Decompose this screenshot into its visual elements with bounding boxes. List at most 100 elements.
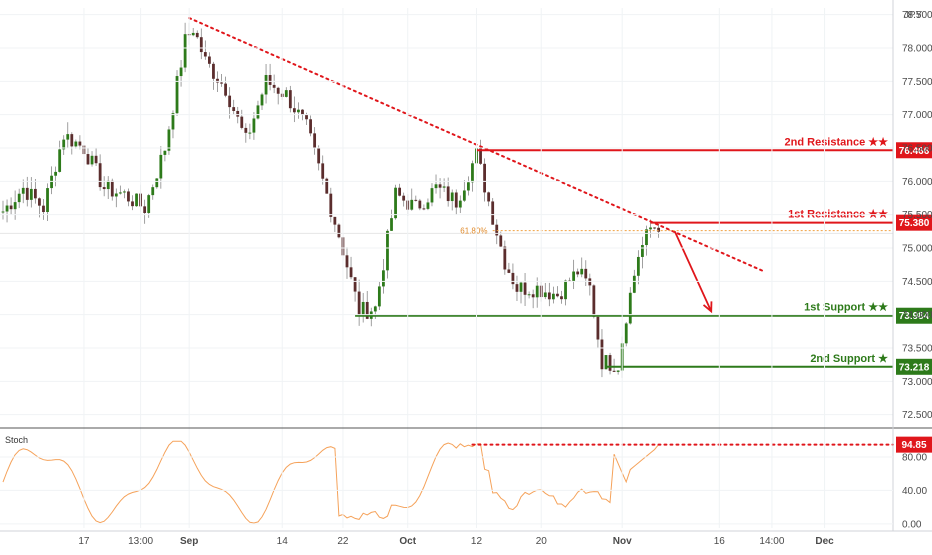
candle-body <box>114 193 118 197</box>
candle-body <box>632 275 636 293</box>
candle-body <box>276 87 280 94</box>
candle-body <box>228 95 232 108</box>
candle-body <box>608 355 612 371</box>
candle-body <box>458 200 462 208</box>
candle-body <box>467 182 470 191</box>
candle-body <box>454 192 458 208</box>
forecast-arrow-shaft <box>673 230 713 312</box>
candle-body <box>74 141 78 147</box>
candle-body <box>596 316 600 340</box>
candle-body <box>33 188 37 199</box>
candle-body <box>236 110 240 117</box>
candle-body <box>5 205 9 212</box>
candle-body <box>195 32 199 38</box>
level-price-tag-text: 73.984 <box>899 311 930 322</box>
candle-body <box>564 280 567 300</box>
candle-body <box>572 271 576 282</box>
candle-body <box>78 141 82 146</box>
candle-body <box>216 78 219 83</box>
time-tick-label: 12 <box>471 536 483 547</box>
price-tick-label: 76.500 <box>902 144 932 155</box>
candle-body <box>547 292 551 300</box>
candle-body <box>382 270 385 287</box>
level-price-tag <box>896 307 932 324</box>
candle-body <box>462 190 466 201</box>
candle-body <box>240 116 244 128</box>
time-tick-label: Sep <box>180 536 198 547</box>
candle-body <box>398 187 402 196</box>
time-tick-label: 17 <box>78 536 90 547</box>
candle-body <box>159 154 163 179</box>
candle-body <box>531 294 535 298</box>
candle-body <box>337 224 341 238</box>
candle-body <box>386 230 389 271</box>
stoch-label: Stoch <box>5 435 28 445</box>
candle-body <box>163 150 167 155</box>
time-tick-label: 22 <box>337 536 349 547</box>
candle-body <box>29 188 33 200</box>
candle-body <box>86 154 90 165</box>
candle-body <box>203 52 207 57</box>
time-tick-label: Nov <box>613 536 632 547</box>
candle-body <box>422 208 426 210</box>
currency-label: JPY <box>904 10 923 21</box>
candle-body <box>131 201 134 207</box>
candle-body <box>653 227 656 229</box>
candle-body <box>62 139 66 150</box>
candle-body <box>657 227 661 232</box>
candle-body <box>248 132 252 134</box>
stoch-tick-label: 80.00 <box>902 453 927 464</box>
candle-body <box>143 206 147 213</box>
candle-body <box>199 37 203 53</box>
candle-body <box>191 32 195 36</box>
price-tick-label: 77.500 <box>902 77 932 88</box>
level-price-tag <box>896 142 932 159</box>
candle-body <box>636 256 640 276</box>
candle-body <box>301 109 304 115</box>
candle-body <box>491 201 495 225</box>
candle-body <box>410 199 414 210</box>
candle-body <box>507 269 511 273</box>
candle-body <box>66 134 70 140</box>
candle-body <box>390 218 393 231</box>
candle-body <box>523 282 527 295</box>
candle-body <box>252 118 256 133</box>
candle-body <box>313 133 317 148</box>
candle-body <box>503 246 507 270</box>
candle-body <box>171 113 175 130</box>
candle-body <box>584 268 588 279</box>
candle-body <box>515 284 519 292</box>
candle-body <box>42 205 45 213</box>
candle-body <box>499 235 503 247</box>
candle-body <box>17 193 21 203</box>
candle-body <box>292 108 296 113</box>
candle-body <box>495 224 499 236</box>
candle-body <box>414 199 418 201</box>
candle-body <box>628 292 632 324</box>
level-price-tag <box>896 214 932 231</box>
price-tick-label: 75.000 <box>902 244 932 255</box>
price-tick-label: 76.000 <box>902 177 932 188</box>
stoch-line <box>2 440 659 524</box>
candle-body <box>353 277 357 292</box>
stoch-value-tag-text: 94.85 <box>901 440 926 451</box>
candle-body <box>645 229 648 246</box>
candle-body <box>106 180 110 190</box>
candle-body <box>483 163 486 193</box>
candle-body <box>1 211 5 213</box>
candle-body <box>357 291 361 316</box>
stoch-value-tag <box>896 436 932 453</box>
candle-body <box>50 175 53 189</box>
candle-body <box>9 205 13 210</box>
candle-body <box>94 155 98 164</box>
fib-label: 61.80% <box>460 227 487 236</box>
candle-body <box>487 192 491 202</box>
price-tick-label: 75.500 <box>902 210 932 221</box>
candle-body <box>58 149 62 172</box>
candle-body <box>527 294 531 296</box>
candle-body <box>479 148 482 164</box>
candle-body <box>268 75 272 85</box>
level-label: 2nd Resistance ★★ <box>785 136 889 148</box>
candle-body <box>155 178 159 188</box>
